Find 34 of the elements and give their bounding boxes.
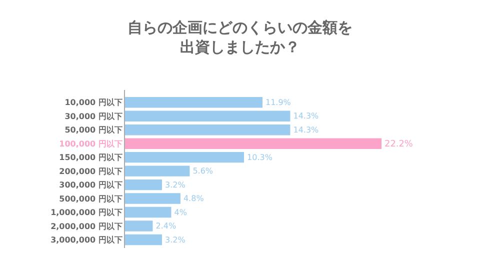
data-label: 2.4% [156, 222, 176, 231]
bar [125, 193, 180, 204]
bar [125, 97, 262, 108]
data-label: 10.3% [247, 152, 273, 162]
y-tick-label: 150,000 円以下 [59, 153, 122, 162]
data-label: 4.8% [183, 194, 204, 204]
y-tick-label: 30,000 円以下 [64, 112, 122, 121]
data-label: 11.9% [265, 98, 292, 107]
data-label: 5.6% [192, 166, 214, 176]
y-tick-label: 1,000,000 円以下 [50, 208, 122, 218]
data-label: 22.2% [384, 140, 413, 150]
y-tick-label: 10,000 円以下 [64, 98, 122, 108]
bar [125, 124, 290, 136]
bar [125, 234, 162, 246]
y-tick-label: 500,000 円以下 [59, 194, 122, 204]
y-tick-label: 200,000 円以下 [59, 166, 122, 176]
data-label: 3.2% [164, 235, 186, 244]
bar [125, 152, 244, 163]
data-label: 14.3% [293, 112, 320, 121]
data-label: 4% [174, 208, 188, 217]
y-tick-label: 2,000,000 円以下 [50, 222, 122, 231]
data-label: 3.2% [164, 180, 186, 190]
y-tick-label: 3,000,000 円以下 [50, 236, 122, 245]
chart-title: 自らの企画にどのくらいの金額を出資しましたか？ [128, 18, 352, 56]
y-tick-label: 100,000 円以下 [59, 139, 122, 148]
bar [125, 110, 290, 122]
bar [125, 138, 382, 149]
bar [125, 220, 153, 232]
y-tick-label: 300,000 円以下 [59, 180, 122, 190]
bar [125, 206, 172, 218]
data-label: 14.3% [293, 125, 320, 134]
bar [125, 166, 190, 176]
bar [125, 179, 162, 190]
y-tick-label: 50,000 円以下 [64, 126, 122, 135]
